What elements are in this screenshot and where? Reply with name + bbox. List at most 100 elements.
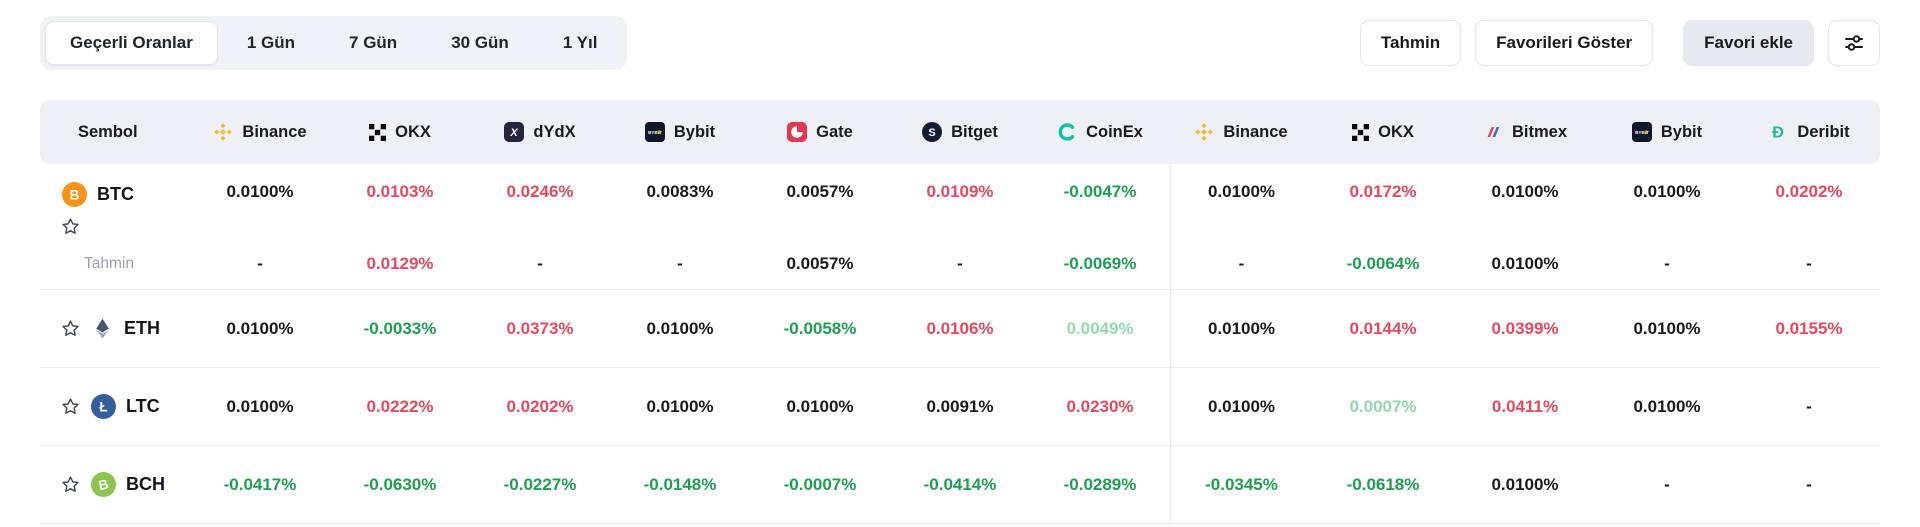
rate-cell: 0.0100% bbox=[1454, 238, 1596, 290]
binance-icon bbox=[213, 122, 233, 142]
symbol-cell-ltc[interactable]: Ł LTC bbox=[40, 368, 190, 446]
bitget-icon: S bbox=[922, 122, 943, 142]
rate-cell: 0.0109% bbox=[926, 182, 994, 201]
rate-cell: -0.0417% bbox=[190, 446, 330, 524]
period-tab-group: Geçerli Oranlar 1 Gün 7 Gün 30 Gün 1 Yıl bbox=[40, 16, 628, 70]
btc-icon: B bbox=[62, 182, 87, 207]
favorite-star-icon[interactable] bbox=[60, 216, 81, 237]
tab-1-gun[interactable]: 1 Gün bbox=[246, 33, 296, 52]
symbol-cell-eth[interactable]: ETH bbox=[40, 290, 190, 368]
column-header-okx-2: OKX bbox=[1312, 100, 1454, 164]
rate-cell: 0.0411% bbox=[1454, 368, 1596, 446]
rate-cell: -0.0058% bbox=[750, 290, 890, 368]
funding-rates-table: Sembol Binance OKX X dYdX BYBIT Bybit Ga… bbox=[40, 100, 1880, 524]
bybit-icon: BYBIT bbox=[644, 122, 665, 142]
rate-cell: 0.0100% bbox=[610, 290, 750, 368]
rate-cell: 0.0091% bbox=[890, 368, 1030, 446]
okx-icon bbox=[1352, 123, 1370, 141]
rate-cell: 0.0222% bbox=[330, 368, 470, 446]
table-row-btc-tahmin: Tahmin - 0.0129% - - 0.0057% - -0.0069% … bbox=[40, 238, 1880, 290]
rate-cell: 0.0057% bbox=[750, 238, 890, 290]
bitmex-icon bbox=[1483, 122, 1503, 142]
tahmin-button[interactable]: Tahmin bbox=[1359, 20, 1462, 66]
topbar: Geçerli Oranlar 1 Gün 7 Gün 30 Gün 1 Yıl… bbox=[0, 0, 1920, 70]
symbol-name: BTC bbox=[97, 184, 134, 204]
favorite-star-icon[interactable] bbox=[60, 474, 81, 495]
coinex-icon bbox=[1057, 122, 1077, 142]
rate-cell: -0.0630% bbox=[330, 446, 470, 524]
rate-cell: 0.0106% bbox=[890, 290, 1030, 368]
rate-cell: - bbox=[1596, 446, 1738, 524]
column-header-coinex: CoinEx bbox=[1030, 100, 1170, 164]
rate-cell: - bbox=[1596, 238, 1738, 290]
svg-text:B: B bbox=[70, 187, 80, 202]
rate-cell: - bbox=[1170, 238, 1312, 290]
rate-cell: -0.0007% bbox=[750, 446, 890, 524]
rate-cell: 0.0057% bbox=[786, 182, 854, 201]
tab-gecerli-oranlar[interactable]: Geçerli Oranlar bbox=[45, 21, 218, 65]
rate-cell: 0.0202% bbox=[1775, 182, 1843, 201]
bybit-icon: BYBIT bbox=[1631, 122, 1652, 142]
rate-cell: - bbox=[1738, 368, 1880, 446]
rate-cell: - bbox=[470, 238, 610, 290]
rate-cell: 0.0100% bbox=[1491, 182, 1559, 201]
svg-text:BYBIT: BYBIT bbox=[648, 130, 662, 135]
rate-cell: 0.0202% bbox=[470, 368, 610, 446]
favorite-star-icon[interactable] bbox=[60, 318, 81, 339]
rate-cell: -0.0345% bbox=[1170, 446, 1312, 524]
rate-cell: -0.0227% bbox=[470, 446, 610, 524]
rate-cell: -0.0289% bbox=[1030, 446, 1170, 524]
rate-cell: 0.0100% bbox=[190, 290, 330, 368]
rate-cell: 0.0100% bbox=[1170, 164, 1312, 238]
tab-30-gun[interactable]: 30 Gün bbox=[451, 33, 509, 52]
rate-cell: 0.0373% bbox=[470, 290, 610, 368]
rate-cell: 0.0100% bbox=[1633, 182, 1701, 201]
rate-cell: 0.0399% bbox=[1454, 290, 1596, 368]
favorite-star-icon[interactable] bbox=[60, 396, 81, 417]
column-header-okx: OKX bbox=[330, 100, 470, 164]
eth-icon bbox=[91, 317, 114, 340]
tab-7-gun[interactable]: 7 Gün bbox=[349, 33, 398, 52]
svg-text:Ł: Ł bbox=[99, 399, 107, 414]
rate-cell: 0.0100% bbox=[190, 368, 330, 446]
rate-cell: -0.0047% bbox=[1063, 182, 1137, 201]
sliders-icon bbox=[1843, 32, 1865, 54]
symbol-cell-btc[interactable]: B BTC bbox=[40, 164, 190, 238]
column-header-deribit: Đ Deribit bbox=[1738, 100, 1880, 164]
rate-cell: 0.0083% bbox=[646, 182, 714, 201]
column-header-binance-2: Binance bbox=[1170, 100, 1312, 164]
symbol-name: LTC bbox=[126, 396, 160, 416]
tahmin-row-label: Tahmin bbox=[40, 238, 190, 290]
rate-cell: 0.0100% bbox=[1454, 446, 1596, 524]
column-header-dydx: X dYdX bbox=[470, 100, 610, 164]
symbol-name: ETH bbox=[124, 318, 160, 338]
add-favorite-button[interactable]: Favori ekle bbox=[1683, 20, 1814, 66]
table-row-bch: B BCH -0.0417% -0.0630% -0.0227% -0.0148… bbox=[40, 446, 1880, 524]
svg-text:BYBIT: BYBIT bbox=[1635, 130, 1649, 135]
table-row-ltc: Ł LTC 0.0100% 0.0222% 0.0202% 0.0100% 0.… bbox=[40, 368, 1880, 446]
rate-cell: 0.0100% bbox=[226, 182, 294, 201]
rate-cell: -0.0148% bbox=[610, 446, 750, 524]
bch-icon: B bbox=[91, 472, 116, 497]
okx-icon bbox=[369, 123, 387, 141]
rate-cell: - bbox=[1738, 446, 1880, 524]
rate-cell: 0.0100% bbox=[1596, 368, 1738, 446]
show-favorites-button[interactable]: Favorileri Göster bbox=[1475, 20, 1654, 66]
dydx-icon: X bbox=[504, 122, 525, 142]
svg-text:B: B bbox=[97, 476, 110, 493]
rate-cell: 0.0155% bbox=[1738, 290, 1880, 368]
rate-cell: 0.0100% bbox=[1170, 368, 1312, 446]
topbar-actions: Tahmin Favorileri Göster Favori ekle bbox=[1359, 20, 1880, 66]
table-row-eth: ETH 0.0100% -0.0033% 0.0373% 0.0100% -0.… bbox=[40, 290, 1880, 368]
rate-cell: 0.0230% bbox=[1030, 368, 1170, 446]
tab-1-yil[interactable]: 1 Yıl bbox=[562, 33, 598, 52]
rate-cell: 0.0100% bbox=[610, 368, 750, 446]
rate-cell: 0.0049% bbox=[1030, 290, 1170, 368]
symbol-cell-bch[interactable]: B BCH bbox=[40, 446, 190, 524]
rate-cell: - bbox=[190, 238, 330, 290]
column-header-gate: Gate bbox=[750, 100, 890, 164]
rate-cell: - bbox=[890, 238, 1030, 290]
filter-settings-button[interactable] bbox=[1828, 20, 1880, 66]
column-header-binance: Binance bbox=[190, 100, 330, 164]
column-header-bitget: S Bitget bbox=[890, 100, 1030, 164]
